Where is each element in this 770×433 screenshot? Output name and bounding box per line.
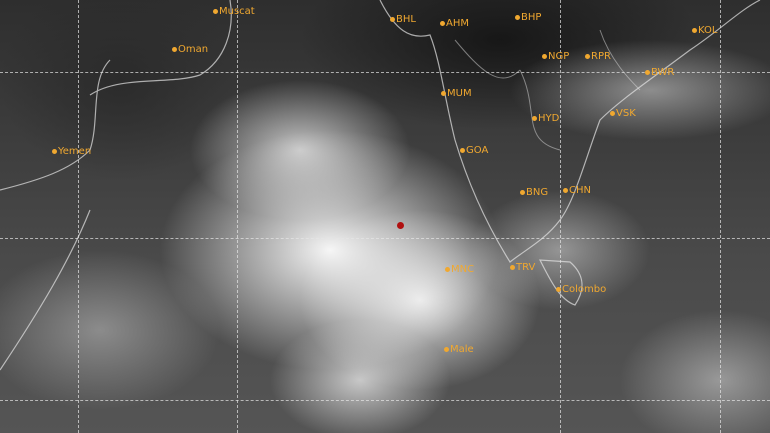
city-name: BHP <box>521 12 542 23</box>
city-label: KOL <box>692 25 717 36</box>
city-label: HYD <box>532 113 559 124</box>
grid-line <box>0 72 770 73</box>
grid-line <box>237 0 238 433</box>
grid-line <box>720 0 721 433</box>
city-name: KOL <box>698 25 718 36</box>
city-name: GOA <box>466 145 489 156</box>
grid-line <box>0 400 770 401</box>
city-name: TRV <box>516 262 536 273</box>
city-label: BHP <box>515 12 541 23</box>
grid-line <box>0 238 770 239</box>
city-label: MUM <box>441 88 472 99</box>
city-dot-icon <box>460 148 465 153</box>
city-dot-icon <box>213 9 218 14</box>
city-dot-icon <box>52 149 57 154</box>
grid-line <box>560 0 561 433</box>
city-dot-icon <box>441 91 446 96</box>
city-dot-icon <box>532 116 537 121</box>
city-name: AHM <box>446 18 469 29</box>
city-label: BWR <box>645 67 674 78</box>
city-label: AHM <box>440 18 469 29</box>
city-label: BNG <box>520 187 548 198</box>
city-label: Oman <box>172 44 208 55</box>
city-dot-icon <box>645 70 650 75</box>
city-dot-icon <box>440 21 445 26</box>
city-name: BNG <box>526 187 549 198</box>
city-name: RPR <box>591 51 611 62</box>
city-dot-icon <box>520 190 525 195</box>
city-name: VSK <box>616 108 636 119</box>
city-label: MNC <box>445 264 474 275</box>
city-label: VSK <box>610 108 636 119</box>
city-name: MNC <box>451 264 475 275</box>
city-label: BHL <box>390 14 416 25</box>
grid-line <box>78 0 79 433</box>
city-dot-icon <box>563 188 568 193</box>
city-name: MUM <box>447 88 472 99</box>
city-label: Muscat <box>213 6 255 17</box>
city-dot-icon <box>542 54 547 59</box>
city-label: TRV <box>510 262 535 273</box>
city-name: BWR <box>651 67 675 78</box>
city-dot-icon <box>390 17 395 22</box>
city-label: Male <box>444 344 474 355</box>
city-dot-icon <box>556 287 561 292</box>
city-dot-icon <box>585 54 590 59</box>
city-label: CHN <box>563 185 591 196</box>
storm-center-marker <box>397 222 404 229</box>
city-dot-icon <box>444 347 449 352</box>
city-label: RPR <box>585 51 611 62</box>
city-dot-icon <box>515 15 520 20</box>
city-name: NGP <box>548 51 570 62</box>
city-name: CHN <box>569 185 591 196</box>
city-label: NGP <box>542 51 569 62</box>
city-name: Male <box>450 344 474 355</box>
city-name: Colombo <box>562 284 607 295</box>
city-name: Yemen <box>58 146 92 157</box>
city-label: Colombo <box>556 284 606 295</box>
city-label: GOA <box>460 145 488 156</box>
city-dot-icon <box>610 111 615 116</box>
city-dot-icon <box>172 47 177 52</box>
city-label: Yemen <box>52 146 91 157</box>
city-dot-icon <box>692 28 697 33</box>
city-dot-icon <box>445 267 450 272</box>
city-name: BHL <box>396 14 416 25</box>
city-name: Muscat <box>219 6 255 17</box>
city-dot-icon <box>510 265 515 270</box>
city-name: HYD <box>538 113 560 124</box>
city-name: Oman <box>178 44 209 55</box>
